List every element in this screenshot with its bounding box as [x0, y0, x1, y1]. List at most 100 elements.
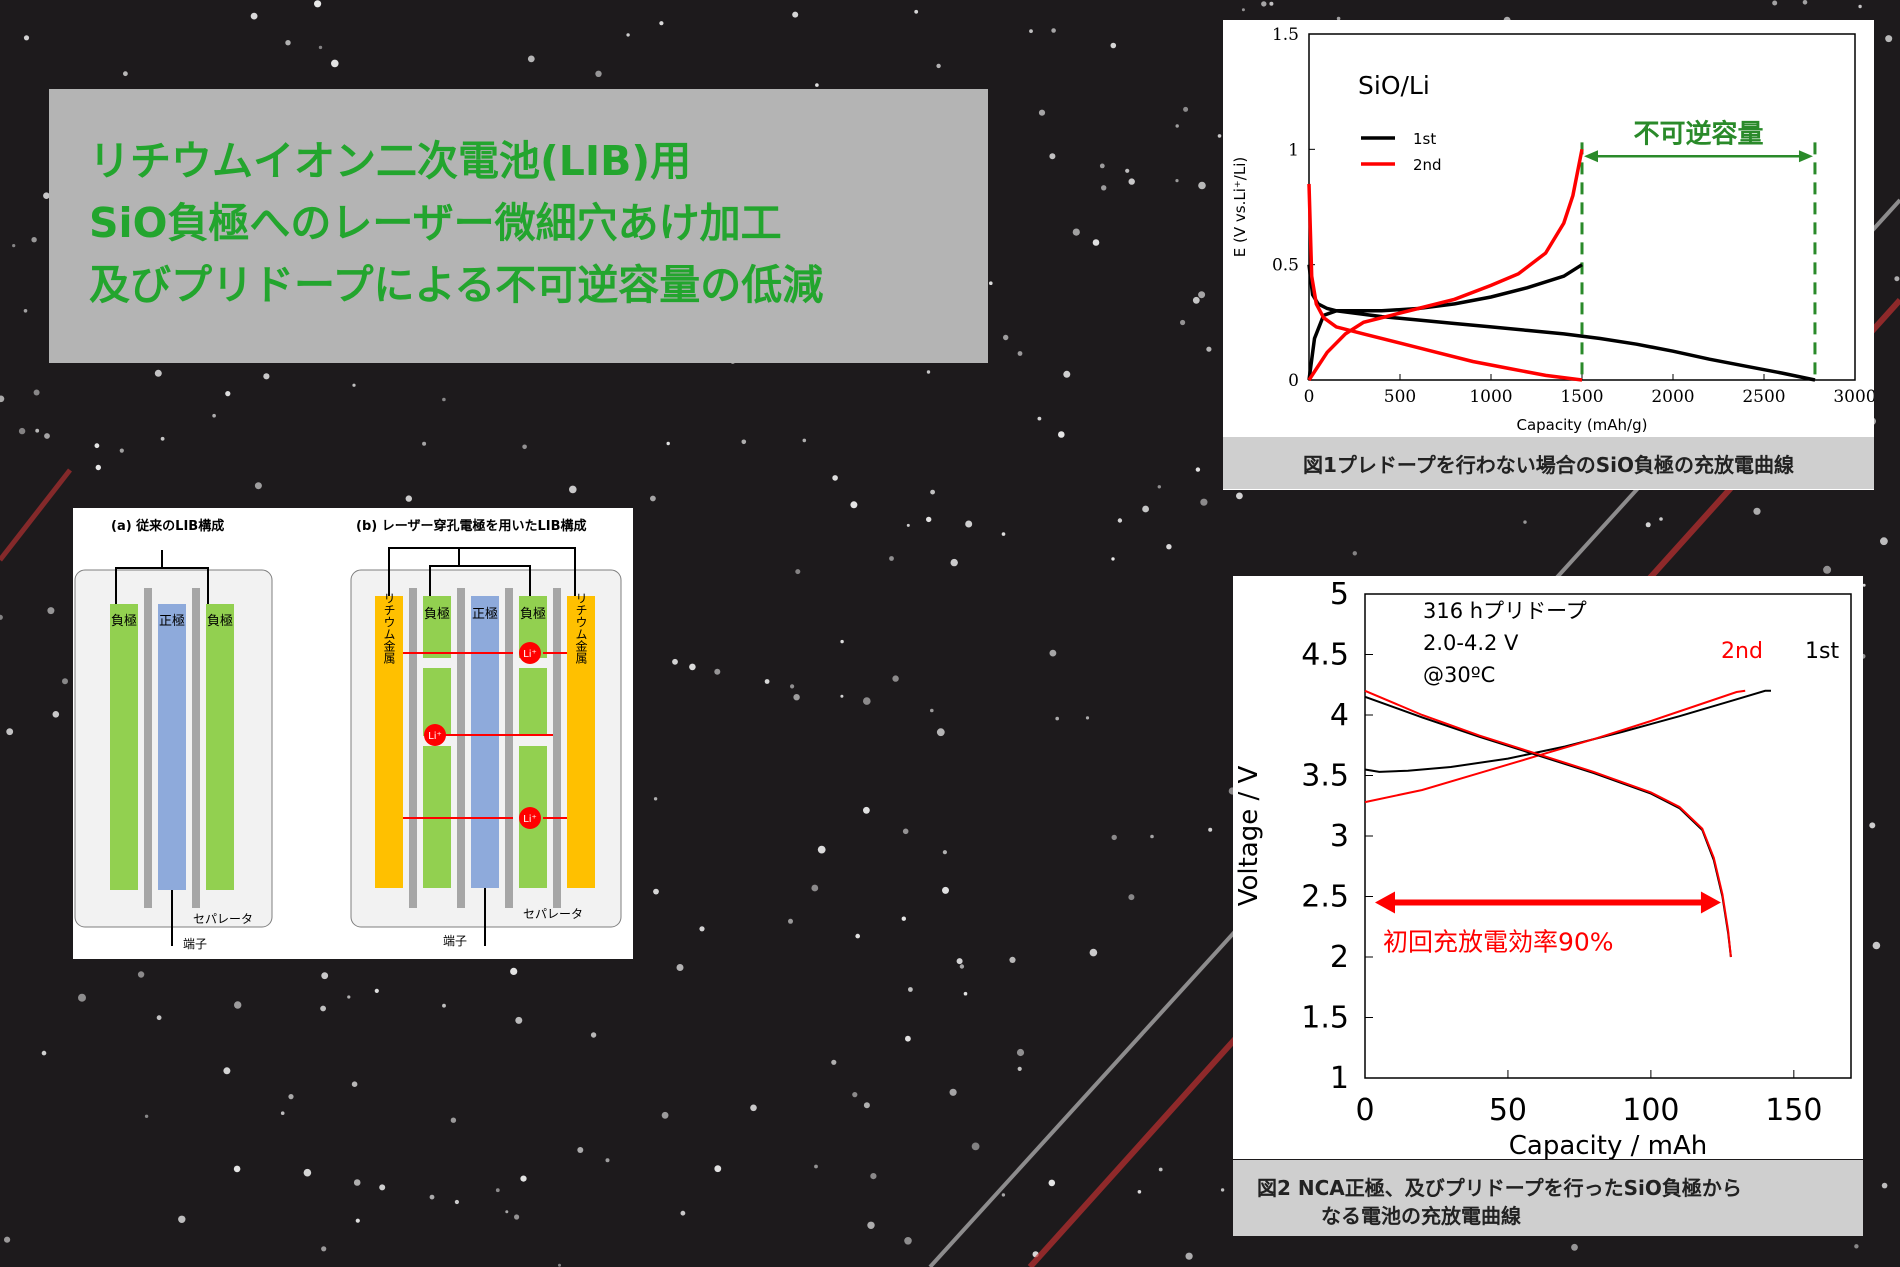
star	[1894, 276, 1900, 282]
star	[1009, 956, 1016, 964]
star	[1862, 583, 1866, 587]
fig2-caption-line2: なる電池の充放電曲線	[1321, 1204, 1521, 1228]
fig2-legend-1st: 1st	[1805, 639, 1839, 664]
fig2-caption-line1: 図2 NCA正極、及びプリドープを行ったSiO負極から	[1257, 1176, 1742, 1200]
star	[1017, 1066, 1022, 1071]
star	[47, 607, 55, 615]
star	[321, 1246, 327, 1252]
star	[78, 993, 86, 1002]
star	[0, 395, 5, 403]
label-separator-b: セパレータ	[523, 907, 583, 921]
star	[850, 501, 858, 509]
star	[1823, 565, 1832, 574]
fig2-y-tick-label: 2	[1330, 940, 1349, 975]
star	[250, 12, 258, 20]
star	[288, 1094, 294, 1100]
star	[422, 441, 427, 446]
laser-hole	[519, 736, 547, 746]
star	[1137, 1190, 1142, 1194]
star	[795, 569, 801, 575]
star	[949, 1088, 957, 1096]
star	[1128, 178, 1135, 185]
star	[41, 1050, 47, 1056]
star	[405, 495, 412, 502]
lithium-metal-b1	[375, 596, 403, 888]
label-neg-a1: 負極	[111, 613, 137, 629]
fig2-arrow-head	[1700, 891, 1721, 914]
star	[930, 489, 935, 495]
star	[442, 1003, 446, 1008]
star	[520, 1175, 527, 1182]
star	[1049, 153, 1056, 160]
star	[1051, 28, 1056, 33]
fig1-caption: 図1プレドープを行わない場合のSiO負極の充放電曲線	[1223, 437, 1874, 489]
star	[855, 933, 860, 939]
star	[942, 886, 949, 894]
star	[515, 1016, 523, 1024]
star	[178, 1215, 186, 1224]
star	[33, 389, 40, 396]
fig1-legend-label: 2nd	[1413, 156, 1442, 174]
star	[902, 828, 909, 835]
star	[815, 83, 819, 87]
star	[1049, 649, 1057, 657]
star	[792, 11, 799, 18]
fig2-y-tick-label: 2.5	[1301, 880, 1349, 915]
star	[989, 281, 993, 286]
fig2-y-tick-label: 4.5	[1301, 638, 1349, 673]
star	[1208, 827, 1213, 832]
fig2-info-line: 2.0-4.2 V	[1423, 631, 1519, 655]
star	[1142, 505, 1149, 513]
star	[442, 397, 446, 402]
star	[1158, 1167, 1163, 1172]
star	[1058, 431, 1065, 438]
lib-structure-diagram: (a) 従来のLIB構成 (b) レーザー穿孔電極を用いたLIB構成 負極 正極…	[73, 508, 633, 959]
star	[1085, 716, 1090, 720]
fig1-x-tick-label: 2500	[1742, 387, 1785, 407]
star	[666, 441, 670, 446]
lib-structure-svg: (a) 従来のLIB構成 (b) レーザー穿孔電極を用いたLIB構成 負極 正極…	[74, 518, 622, 951]
fig2-info-line: @30ºC	[1423, 663, 1495, 687]
terminal-wire-li-b	[388, 547, 576, 596]
star	[303, 1168, 312, 1177]
fig2-y-tick-label: 1	[1330, 1061, 1349, 1096]
star	[4, 1236, 11, 1243]
fig1-y-tick-label: 1	[1288, 140, 1299, 160]
label-separator-a: セパレータ	[193, 912, 253, 926]
star	[914, 9, 919, 14]
star	[234, 1001, 242, 1009]
star	[950, 558, 958, 567]
star	[840, 639, 844, 644]
star	[901, 916, 906, 921]
star	[454, 1199, 459, 1205]
label-pos-b: 正極	[472, 606, 498, 622]
star	[1659, 517, 1663, 521]
star	[863, 1102, 870, 1109]
star	[1185, 1252, 1193, 1260]
star	[1880, 537, 1888, 546]
separator-b2	[457, 588, 465, 908]
label-li-metal-b2: リチウム金属	[574, 592, 588, 665]
star	[1885, 35, 1893, 43]
li-ion-icon	[424, 724, 446, 746]
fig2-x-tick-label: 100	[1622, 1093, 1679, 1128]
star	[595, 70, 602, 78]
star	[831, 1059, 837, 1065]
fig1-arrow-head	[1798, 150, 1813, 163]
lithium-metal-b2	[567, 596, 595, 888]
star	[1055, 716, 1059, 721]
star	[527, 55, 535, 63]
star	[31, 237, 37, 243]
star	[930, 708, 934, 713]
star	[956, 958, 963, 965]
fig1-series-line	[1307, 183, 1583, 382]
separator-b3	[505, 588, 513, 908]
star	[908, 987, 913, 992]
star	[659, 21, 664, 26]
star	[1206, 346, 1212, 352]
star	[905, 1035, 911, 1042]
label-li-metal-b1: リチウム金属	[382, 592, 396, 665]
terminal-wire-neg-b	[429, 565, 531, 596]
star	[590, 1032, 597, 1038]
star	[626, 33, 630, 37]
